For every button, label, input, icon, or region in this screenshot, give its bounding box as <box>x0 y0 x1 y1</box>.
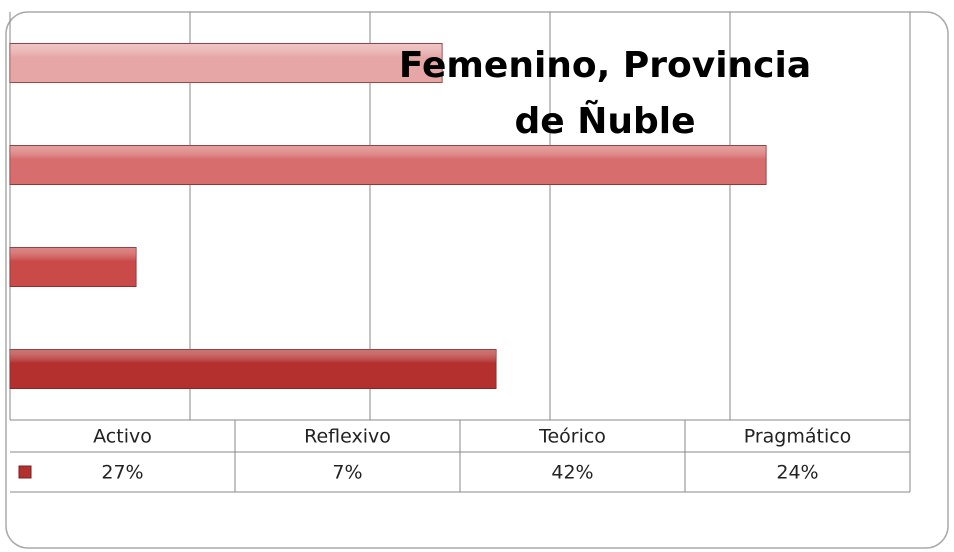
table-category: Activo <box>93 426 152 448</box>
table-category: Reflexivo <box>304 426 391 448</box>
bar-shine <box>10 145 766 185</box>
table-value: 27% <box>101 462 143 484</box>
table-value: 7% <box>332 462 362 484</box>
table-category: Teórico <box>538 426 606 448</box>
table-value: 24% <box>776 462 818 484</box>
bar-shine <box>10 349 496 389</box>
bar-shine <box>10 247 136 287</box>
table-value: 42% <box>551 462 593 484</box>
bar-shine <box>10 43 442 83</box>
table-category: Pragmático <box>744 426 852 448</box>
chart-frame <box>5 11 949 549</box>
chart-title: Femenino, Provincia de Ñuble <box>398 45 812 142</box>
legend-key <box>18 465 32 479</box>
